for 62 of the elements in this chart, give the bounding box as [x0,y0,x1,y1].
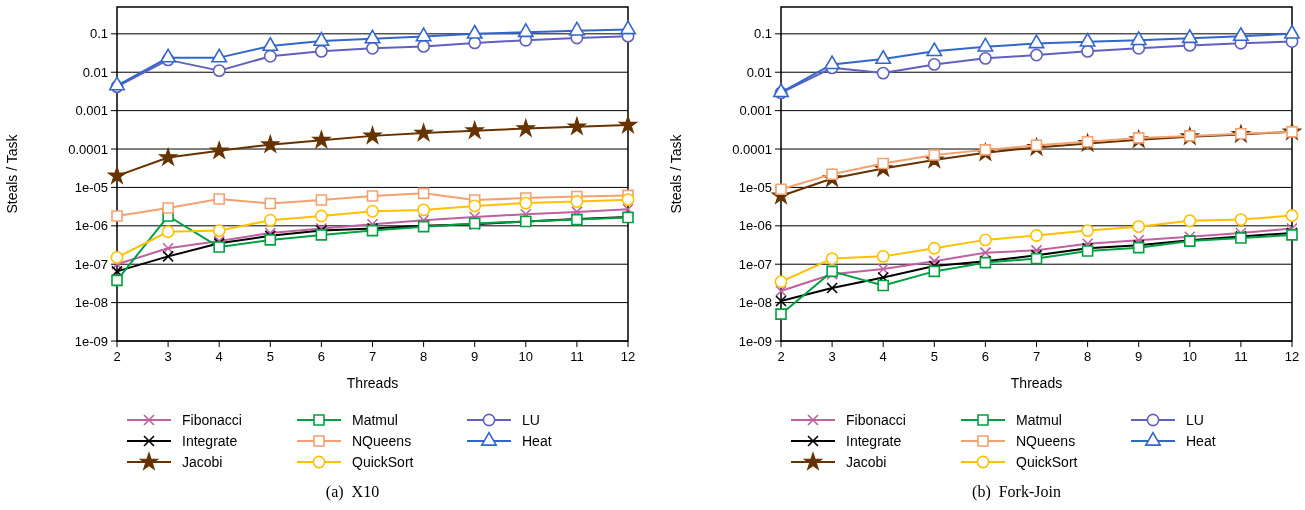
y-tick-label: 1e-08 [738,295,772,311]
y-axis-title: Steals / Task [4,133,20,214]
legend-label: Heat [1186,433,1216,449]
legend-label: Fibonacci [182,412,242,428]
x-tick-label: 8 [1083,349,1092,364]
x-tick-label: 3 [164,349,172,364]
legend-label: QuickSort [1016,454,1078,470]
x-tick-label: 10 [1182,349,1198,364]
x-axis-title: Threads [1010,375,1063,391]
text: (a) X10 [325,483,380,501]
y-tick-label: 0.01 [82,64,108,80]
legend-label: Jacobi [182,454,223,470]
x-tick-label: 5 [266,349,274,364]
y-tick-label: 0.001 [75,103,108,119]
y-tick-label: 1e-09 [74,333,108,349]
y-tick-label: 0.1 [753,26,772,42]
x-tick-label: 6 [317,349,326,364]
x-axis-title: Threads [346,375,399,391]
legend-label: QuickSort [352,454,414,470]
y-tick-label: 1e-07 [74,256,108,272]
legend-label: Integrate [846,433,902,449]
y-axis-title: Steals / Task [668,133,684,214]
y-tick-label: 1e-09 [738,333,772,349]
legend-label: NQueens [352,433,412,449]
x-tick-label: 2 [113,349,121,364]
x-tick-label: 12 [620,349,636,364]
x-tick-label: 9 [1135,349,1143,364]
y-tick-label: 1e-08 [74,295,108,311]
legend-label: NQueens [1016,433,1076,449]
x-tick-label: 7 [368,349,377,364]
x-tick-label: 7 [1032,349,1041,364]
x-tick-label: 8 [419,349,428,364]
text: (b) Fork-Join [972,483,1061,501]
x-tick-label: 11 [570,349,584,364]
legend-label: Heat [522,433,552,449]
x-tick-label: 6 [981,349,990,364]
x-tick-label: 4 [879,349,887,364]
x-tick-label: 2 [777,349,785,364]
legend-label: Jacobi [846,454,887,470]
y-tick-label: 1e-05 [738,179,772,195]
legend-label: Integrate [182,433,238,449]
legend-label: Matmul [352,412,398,428]
y-tick-label: 0.1 [89,26,108,42]
y-tick-label: 0.0001 [68,141,108,157]
y-tick-label: 1e-06 [74,218,108,234]
y-tick-label: 0.01 [746,64,772,80]
x-tick-label: 5 [930,349,938,364]
x-tick-label: 11 [1234,349,1248,364]
legend-label: Fibonacci [846,412,906,428]
x-tick-label: 12 [1284,349,1300,364]
x-tick-label: 3 [828,349,836,364]
y-tick-label: 1e-06 [738,218,772,234]
legend-label: Matmul [1016,412,1062,428]
y-tick-label: 0.001 [739,103,772,119]
x-tick-label: 10 [518,349,534,364]
x-tick-label: 4 [215,349,223,364]
legend-label: LU [1186,412,1204,428]
x-tick-label: 9 [471,349,479,364]
y-tick-label: 1e-05 [74,179,108,195]
y-tick-label: 0.0001 [732,141,772,157]
legend-label: LU [522,412,540,428]
y-tick-label: 1e-07 [738,256,772,272]
